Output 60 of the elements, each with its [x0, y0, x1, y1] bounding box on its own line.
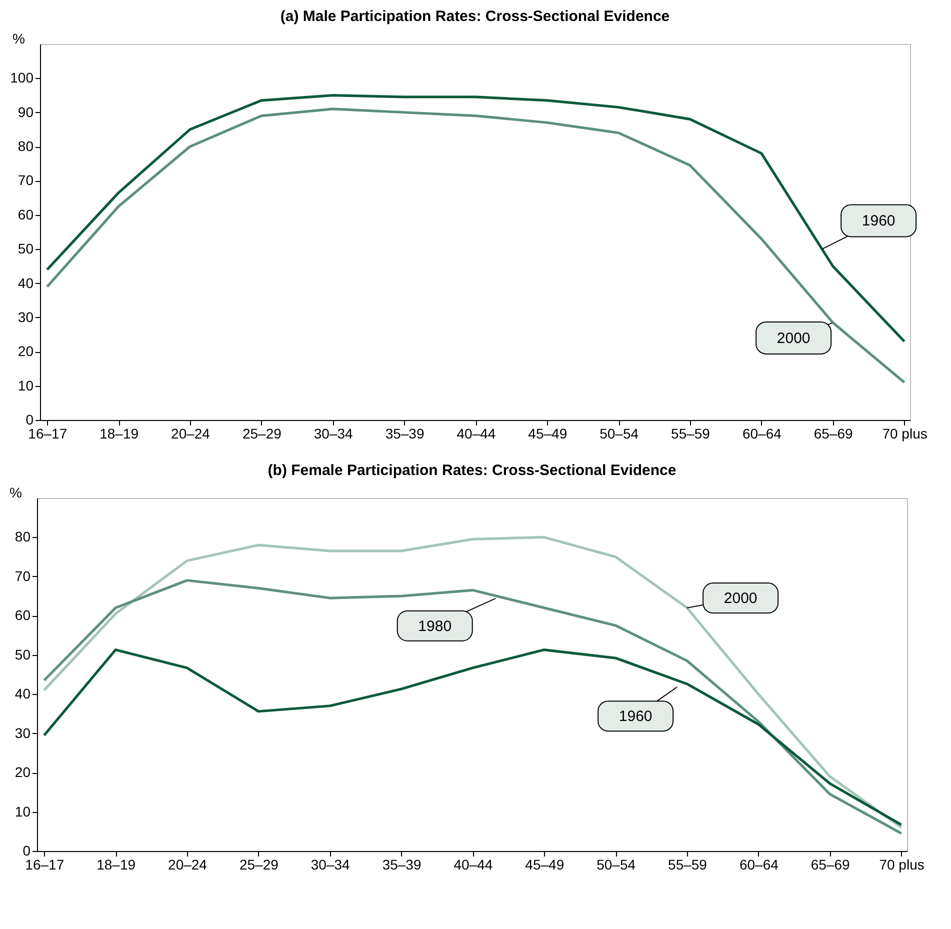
y-tick-label: 80 [14, 528, 31, 545]
y-tick-label: 70 [14, 568, 31, 584]
y-tick-label: 20 [18, 343, 34, 360]
y-tick-label: 50 [18, 240, 34, 257]
y-tick-label: 60 [14, 607, 31, 624]
y-tick-label: 40 [18, 274, 34, 291]
x-tick-label: 55–59 [671, 426, 710, 442]
series-label: 1980 [418, 618, 452, 635]
y-tick-label: 0 [22, 842, 31, 858]
y-axis-title: % [10, 484, 22, 500]
y-tick-label: 90 [18, 104, 34, 120]
x-tick-label: 25–29 [242, 426, 282, 442]
line-series [42, 579, 903, 835]
y-tick-label: 30 [14, 724, 31, 741]
x-tick-label: 20–24 [168, 856, 208, 872]
x-tick-label: 45–49 [525, 856, 564, 872]
chart-title: (b) Female Participation Rates: Cross-Sectional Evidence [268, 462, 676, 479]
x-tick-label: 70 plus [879, 856, 924, 872]
y-tick-label: 10 [18, 377, 34, 394]
x-tick-label: 65–69 [810, 856, 850, 872]
x-tick-label: 30–34 [314, 426, 354, 442]
y-tick-label: 40 [14, 686, 31, 702]
y-tick-label: 100 [10, 70, 34, 86]
y-tick-label: 70 [18, 172, 34, 188]
y-tick-label: 0 [26, 412, 34, 428]
x-tick-label: 16–17 [25, 856, 64, 872]
line-series [42, 536, 903, 829]
x-tick-label: 16–17 [28, 426, 68, 442]
y-axis-title: % [12, 30, 25, 46]
x-tick-label: 18–19 [100, 426, 139, 442]
x-tick-label: 55–59 [668, 856, 708, 872]
y-tick-label: 30 [18, 308, 34, 325]
x-tick-label: 40–44 [456, 426, 496, 442]
y-tick-label: 60 [18, 206, 34, 222]
chart-title: (a) Male Participation Rates: Cross-Sectional Evidence [280, 8, 670, 25]
y-tick-label: 50 [14, 646, 31, 662]
x-tick-label: 18–19 [96, 856, 136, 872]
line-series [46, 94, 906, 343]
series-label: 2000 [776, 330, 810, 347]
x-tick-label: 20–24 [171, 426, 210, 442]
x-tick-label: 50–54 [600, 426, 639, 442]
line-series [46, 108, 906, 384]
series-label: 2000 [724, 590, 758, 608]
x-tick-label: 35–39 [382, 856, 422, 872]
y-tick-label: 10 [14, 803, 31, 820]
x-tick-label: 60–64 [742, 426, 782, 442]
x-tick-label: 60–64 [739, 856, 779, 872]
x-tick-label: 35–39 [385, 426, 424, 442]
x-tick-label: 70 plus [882, 426, 928, 442]
line-series [42, 648, 903, 826]
y-tick-label: 80 [18, 138, 34, 154]
x-tick-label: 45–49 [528, 426, 568, 442]
x-tick-label: 25–29 [239, 856, 279, 872]
x-tick-label: 40–44 [454, 856, 493, 872]
text: 1960 [618, 708, 652, 726]
text: 1960 [862, 212, 896, 230]
x-tick-label: 30–34 [310, 856, 350, 872]
x-tick-label: 50–54 [596, 856, 636, 872]
x-tick-label: 65–69 [814, 426, 854, 442]
y-tick-label: 20 [14, 764, 31, 780]
